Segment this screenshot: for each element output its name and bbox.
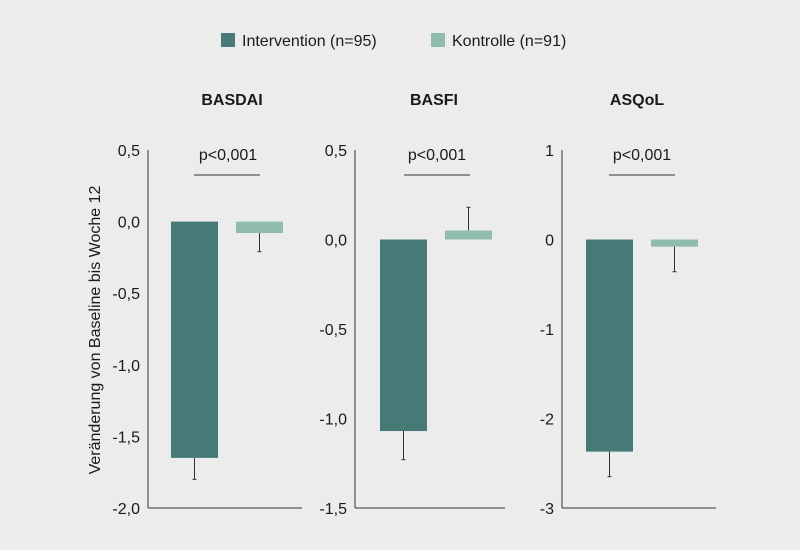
bar-intervention <box>586 239 633 452</box>
y-tick-label: -3 <box>540 501 554 518</box>
y-axis-label: Veränderung von Baseline bis Woche 12 <box>87 186 104 475</box>
y-tick-label: -0,5 <box>112 286 140 303</box>
legend-label-1: Kontrolle (n=91) <box>452 33 566 50</box>
y-tick-label: 0,5 <box>118 143 140 160</box>
y-tick-label: 0 <box>545 233 554 250</box>
y-tick-label: -1,5 <box>112 429 140 446</box>
y-tick-label: 0,0 <box>325 233 347 250</box>
p-value-label: p<0,001 <box>199 147 257 164</box>
y-tick-label: -1,0 <box>319 412 347 429</box>
legend-label-0: Intervention (n=95) <box>242 33 377 50</box>
y-tick-label: -2 <box>540 412 554 429</box>
y-tick-label: -1 <box>540 322 554 339</box>
panel-asqol: ASQoL 1 0 -1 -2 -3 p<0,001 <box>540 92 716 518</box>
legend-swatch-0 <box>221 33 235 47</box>
legend: Intervention (n=95) Kontrolle (n=91) <box>221 33 566 50</box>
panel-title: BASDAI <box>201 92 262 109</box>
y-tick-label: 1 <box>545 143 554 160</box>
bar-intervention <box>171 221 218 458</box>
panels: BASDAI0,50,0-0,5-1,0-1,5-2,0p<0,001BASFI… <box>112 92 716 518</box>
bar-kontrolle <box>651 239 698 247</box>
y-tick-label: -2,0 <box>112 501 140 518</box>
panel-basdai: BASDAI 0,5 0,0 -0,5 -1,0 -1,5 -2,0 p<0,001 <box>112 92 302 518</box>
bar-intervention <box>380 239 427 432</box>
y-tick-label: 0,5 <box>325 143 347 160</box>
p-value-label: p<0,001 <box>408 147 466 164</box>
panel-title: ASQoL <box>610 92 664 109</box>
panel-basfi: BASFI 0,5 0,0 -0,5 -1,0 -1,5 p<0,001 <box>319 92 505 518</box>
y-tick-label: -1,5 <box>319 501 347 518</box>
y-tick-label: 0,0 <box>118 215 140 232</box>
y-tick-label: -0,5 <box>319 322 347 339</box>
p-value-label: p<0,001 <box>613 147 671 164</box>
y-tick-label: -1,0 <box>112 358 140 375</box>
bar-kontrolle <box>445 230 492 240</box>
panel-title: BASFI <box>410 92 458 109</box>
legend-swatch-1 <box>431 33 445 47</box>
bar-kontrolle <box>236 221 283 234</box>
